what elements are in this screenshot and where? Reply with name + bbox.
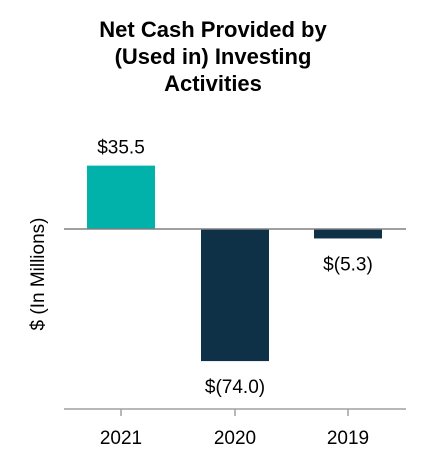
x-axis-ticks <box>120 409 349 416</box>
chart-title-line-2: (Used in) Investing <box>114 44 312 69</box>
chart-title-line-1: Net Cash Provided by <box>99 17 327 42</box>
x-tick-label-2020: 2020 <box>214 428 256 449</box>
bar-2019 <box>314 229 382 239</box>
x-tick-label-2021: 2021 <box>100 428 142 449</box>
data-labels: $35.5 $(74.0) $(5.3) <box>97 138 373 398</box>
data-label-2019: $(5.3) <box>323 254 373 275</box>
y-axis-label: $ (In Millions) <box>28 218 49 331</box>
chart-title: Net Cash Provided by (Used in) Investing… <box>0 16 426 97</box>
bars-layer <box>87 165 382 362</box>
bar-2020 <box>201 229 269 362</box>
x-axis-tick-labels: 2021 2020 2019 <box>100 428 369 449</box>
data-label-2020: $(74.0) <box>205 377 265 398</box>
x-tick-label-2019: 2019 <box>327 428 369 449</box>
chart-title-line-3: Activities <box>164 71 262 96</box>
data-label-2021: $35.5 <box>97 138 145 159</box>
bar-2021 <box>87 165 155 229</box>
